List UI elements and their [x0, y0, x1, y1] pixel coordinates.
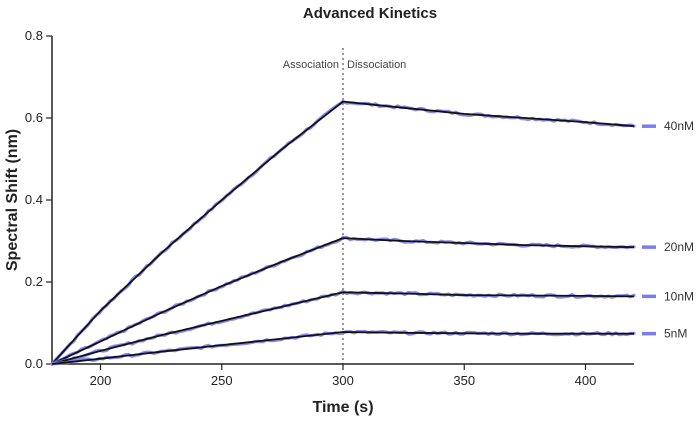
fit-curve-5nm — [51, 331, 634, 365]
x-tick-label: 250 — [211, 373, 233, 388]
x-axis-title: Time (s) — [312, 399, 373, 416]
dissociation-label: Dissociation — [347, 59, 406, 71]
y-tick-label: 0.8 — [25, 28, 43, 43]
x-tick-label: 400 — [575, 373, 597, 388]
legend-label-5nm: 5nM — [664, 327, 687, 341]
y-tick-label: 0.2 — [25, 274, 43, 289]
y-tick-label: 0.0 — [25, 356, 43, 371]
association-label: Association — [283, 59, 339, 71]
y-axis-title: Spectral Shift (nm) — [4, 129, 21, 271]
fit-curve-40nm — [51, 100, 635, 365]
y-tick-label: 0.4 — [25, 192, 43, 207]
x-tick-label: 200 — [90, 373, 112, 388]
plot-area: 0.0 0.2 0.4 0.6 0.8 200 250 300 350 400 40nM 20nM 10… — [25, 28, 694, 388]
legend-label-40nm: 40nM — [664, 119, 694, 133]
legend-label-20nm: 20nM — [664, 240, 694, 254]
measured-trace-20nm — [50, 235, 636, 366]
legend-label-10nm: 10nM — [664, 289, 694, 303]
fit-curve-10nm — [51, 291, 635, 365]
fit-curve-20nm — [51, 237, 635, 365]
chart-title: Advanced Kinetics — [303, 5, 437, 22]
x-tick-label: 350 — [453, 373, 475, 388]
x-tick-label: 300 — [332, 373, 354, 388]
y-tick-label: 0.6 — [25, 110, 43, 125]
